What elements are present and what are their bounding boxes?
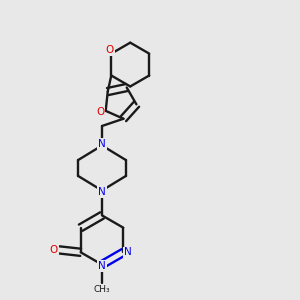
Text: O: O xyxy=(96,107,104,117)
Text: O: O xyxy=(106,45,114,55)
Text: N: N xyxy=(98,261,106,271)
Text: O: O xyxy=(50,245,58,255)
Text: N: N xyxy=(124,247,131,257)
Text: N: N xyxy=(98,187,106,197)
Text: N: N xyxy=(98,139,106,149)
Text: CH₃: CH₃ xyxy=(94,285,110,294)
